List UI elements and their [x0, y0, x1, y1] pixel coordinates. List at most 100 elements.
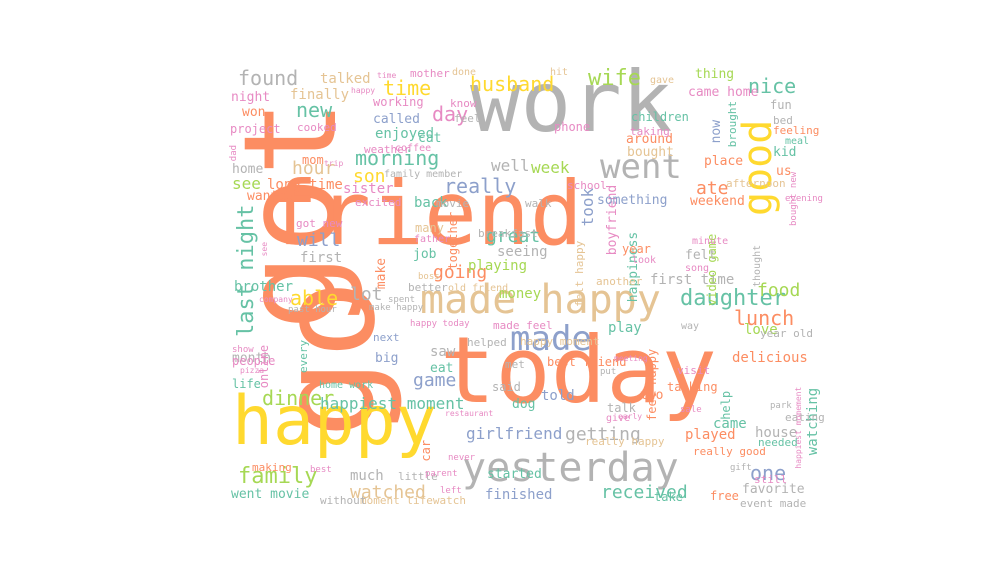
cloud-word: dad — [229, 144, 239, 162]
cloud-word: life — [232, 377, 261, 391]
cloud-word: working — [373, 95, 424, 109]
cloud-word: trip — [324, 159, 344, 168]
cloud-word: going — [433, 262, 488, 283]
cloud-word: said — [492, 380, 521, 394]
cloud-word: mother — [410, 67, 450, 80]
cloud-word: long time — [267, 177, 343, 193]
cloud-word: see — [260, 241, 269, 257]
cloud-word: breakfast — [478, 227, 538, 240]
cloud-word: spent — [388, 295, 416, 305]
cloud-word: started — [487, 467, 542, 482]
cloud-word: nice — [748, 74, 797, 98]
cloud-word: time — [383, 76, 432, 100]
cloud-word: helped — [467, 336, 507, 349]
cloud-word: came home — [688, 85, 759, 100]
cloud-word: home — [232, 162, 264, 177]
cloud-word: better — [408, 281, 448, 294]
cloud-word: week — [531, 158, 570, 177]
cloud-word: excited — [355, 196, 402, 209]
cloud-word: every — [297, 339, 310, 373]
cloud-word: cooked — [297, 121, 337, 134]
cloud-word: place — [704, 154, 744, 169]
cloud-word: thought — [752, 244, 763, 287]
cloud-word: came — [713, 416, 747, 432]
cloud-word: see — [232, 174, 261, 193]
cloud-word: many — [415, 221, 444, 235]
cloud-word: work — [470, 53, 673, 151]
cloud-word: song — [685, 263, 710, 274]
cloud-word: day — [432, 102, 469, 126]
cloud-word: getting — [565, 424, 641, 445]
cloud-word: year old — [760, 327, 813, 340]
cloud-word: first time — [650, 272, 735, 288]
cloud-word: really — [444, 174, 517, 198]
cloud-word: made happy — [420, 277, 661, 323]
cloud-word: great — [486, 226, 541, 247]
cloud-word: much — [350, 468, 384, 484]
cloud-word: made — [510, 319, 592, 359]
cloud-word: husband — [470, 72, 555, 96]
cloud-word: something — [597, 193, 668, 208]
cloud-word: game — [413, 370, 457, 391]
cloud-word: help — [719, 390, 733, 420]
cloud-word: evening — [785, 194, 823, 204]
cloud-word: food — [757, 280, 801, 301]
cloud-word: love — [744, 322, 778, 338]
cloud-word: make — [374, 257, 389, 290]
cloud-word: finally — [290, 87, 350, 103]
cloud-word: won — [242, 105, 266, 120]
cloud-word: little — [398, 470, 438, 483]
cloud-word: early — [618, 412, 643, 421]
cloud-word: never — [448, 453, 476, 463]
cloud-word: people — [232, 354, 276, 368]
cloud-word: money — [499, 286, 542, 302]
cloud-word: big — [375, 351, 399, 366]
cloud-word: one — [750, 461, 787, 485]
cloud-word: us — [776, 164, 792, 179]
cloud-word: played — [685, 427, 736, 443]
cloud-word: happiest momement — [794, 386, 803, 469]
cloud-word: left — [440, 486, 462, 496]
cloud-word: brought — [726, 100, 739, 148]
cloud-word: well — [491, 156, 530, 175]
cloud-word: happiest moment — [320, 394, 465, 413]
cloud-word: two — [640, 388, 664, 403]
cloud-word: really good — [693, 445, 766, 458]
cloud-word: felt — [685, 248, 717, 263]
cloud-word: talking — [667, 380, 718, 394]
cloud-word: enjoyed — [375, 126, 435, 142]
cloud-word: restaurant — [445, 409, 494, 418]
cloud-word: put — [600, 367, 617, 377]
cloud-word: family member — [384, 169, 463, 180]
cloud-word: year — [622, 242, 651, 256]
cloud-word: project — [230, 122, 281, 136]
cloud-word: best friend — [547, 355, 627, 369]
cloud-word: saw — [430, 344, 456, 360]
cloud-word: next — [373, 331, 400, 344]
cloud-word: meeting — [614, 354, 648, 363]
cloud-word: felt happy — [573, 240, 586, 307]
cloud-word: watched — [350, 482, 426, 503]
cloud-word: coffee — [395, 143, 432, 154]
cloud-word: happy — [351, 86, 376, 95]
cloud-word: mom — [302, 153, 324, 167]
cloud-word: know — [450, 97, 477, 110]
cloud-word: daughter — [680, 286, 786, 311]
cloud-word: park — [770, 401, 792, 411]
cloud-word: girlfriend — [466, 424, 563, 443]
cloud-word: seeing — [497, 244, 548, 260]
cloud-word: sister — [343, 181, 394, 197]
cloud-word: cat — [418, 131, 442, 146]
cloud-word: night — [231, 90, 271, 105]
cloud-word: pizza — [240, 366, 265, 375]
cloud-word: friend — [265, 162, 583, 265]
cloud-word: children — [631, 110, 689, 124]
cloud-word: walk — [525, 197, 552, 210]
cloud-word: parent — [425, 469, 458, 479]
cloud-word: bed — [773, 114, 793, 127]
cloud-word: needed — [758, 436, 798, 449]
cloud-word: eat — [430, 361, 454, 376]
cloud-word: best — [310, 465, 332, 475]
cloud-word: sale — [680, 405, 702, 415]
cloud-word: fun — [770, 98, 792, 112]
